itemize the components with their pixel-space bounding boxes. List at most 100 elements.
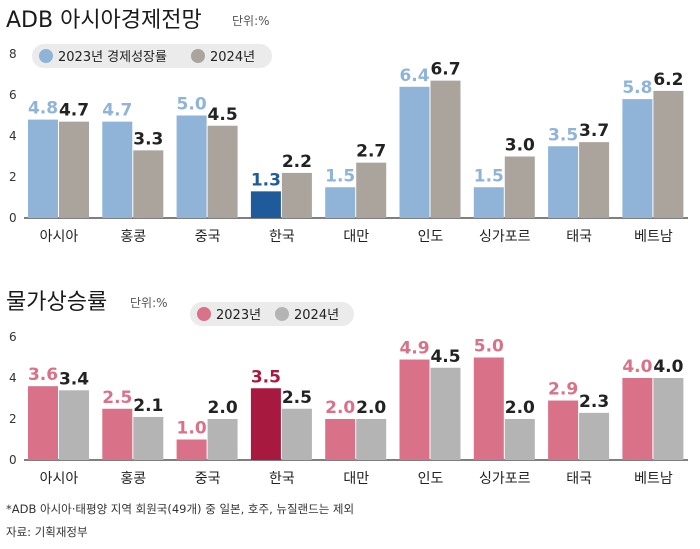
- chart2-value-label: 4.9: [399, 339, 429, 359]
- chart2-title: 물가상승률: [6, 290, 107, 315]
- chart1-value-label: 2.7: [356, 142, 386, 162]
- chart2-bar: [579, 412, 610, 460]
- chart2-value-label: 3.5: [251, 367, 281, 387]
- chart1-bar: [250, 191, 281, 218]
- chart1-legend-label-2024: 2024년: [210, 50, 255, 65]
- chart2-bar: [430, 367, 461, 460]
- chart1-value-label: 4.7: [59, 101, 89, 121]
- chart1-ytick-label: 4: [9, 129, 17, 143]
- chart1-bar: [207, 125, 238, 218]
- chart2-value-label: 4.0: [653, 357, 683, 377]
- chart1-category-label: 태국: [566, 229, 592, 245]
- chart2-category-label: 베트남: [634, 471, 673, 487]
- chart1-ytick-label: 0: [9, 211, 17, 225]
- chart1-bar: [325, 187, 356, 218]
- chart2-bar: [473, 357, 504, 460]
- chart2-bar: [207, 419, 238, 460]
- chart2-value-label: 3.4: [59, 369, 89, 389]
- chart1-bar: [176, 115, 207, 218]
- chart1-ytick-label: 8: [9, 47, 17, 61]
- chart1-value-label: 5.8: [622, 78, 652, 98]
- chart2-bar: [325, 419, 356, 460]
- chart2-bar: [28, 386, 58, 460]
- chart1-category-label: 중국: [195, 229, 221, 245]
- chart1-bar: [59, 121, 89, 218]
- chart2-value-label: 2.3: [579, 392, 609, 412]
- chart1-legend-label-2023: 2023년 경제성장률: [58, 50, 167, 65]
- chart1-category-label: 베트남: [634, 229, 673, 245]
- chart2-legend-label-2023: 2023년: [216, 308, 261, 323]
- chart1-bar: [653, 90, 684, 218]
- chart1-category-label: 대만: [343, 229, 369, 245]
- chart2-category-label: 대만: [343, 471, 369, 487]
- chart2-value-label: 2.1: [133, 396, 163, 416]
- chart2-ytick-label: 0: [9, 453, 17, 467]
- chart2-ytick-label: 2: [9, 412, 17, 426]
- chart1-legend-box: [32, 44, 272, 68]
- chart2-bar: [176, 439, 207, 460]
- chart1-ytick-label: 6: [9, 88, 17, 102]
- chart2-bar: [59, 390, 89, 460]
- chart2-value-label: 2.0: [208, 398, 238, 418]
- chart2-value-label: 4.5: [430, 347, 460, 367]
- chart1-bar: [548, 146, 579, 218]
- chart1-bar: [399, 86, 430, 218]
- chart2-legend-swatch-2024: [275, 307, 289, 321]
- chart2-bar: [548, 400, 579, 460]
- chart2-value-label: 2.5: [282, 388, 312, 408]
- footnote-source: 자료: 기획재정부: [6, 525, 88, 539]
- chart1-value-label: 1.3: [251, 170, 281, 190]
- chart2-category-label: 중국: [195, 471, 221, 487]
- chart2-ytick-label: 4: [9, 371, 17, 385]
- chart2-category-label: 태국: [566, 471, 592, 487]
- chart2-ytick-label: 6: [9, 330, 17, 344]
- chart1-category-label: 인도: [418, 229, 444, 245]
- chart1-category-label: 홍콩: [120, 229, 146, 245]
- chart1-bar: [622, 99, 653, 218]
- chart1-value-label: 5.0: [177, 95, 207, 115]
- chart1-bar: [473, 187, 504, 218]
- chart2-category-label: 인도: [418, 471, 444, 487]
- chart1-value-label: 6.7: [430, 60, 460, 80]
- chart2-category-label: 아시아: [40, 471, 79, 487]
- chart1-value-label: 1.5: [325, 166, 355, 186]
- footnote-exclusion: *ADB 아시아·태평양 지역 회원국(49개) 중 일본, 호주, 뉴질랜드는…: [6, 502, 354, 516]
- chart1-value-label: 1.5: [474, 166, 504, 186]
- chart2-bar: [504, 419, 535, 460]
- chart2-value-label: 1.0: [177, 419, 207, 439]
- chart2-bar: [102, 408, 133, 460]
- chart2-category-label: 싱가포르: [479, 471, 531, 487]
- chart2-category-label: 한국: [269, 471, 295, 487]
- chart1-title: ADB 아시아경제전망: [6, 8, 202, 33]
- chart1-value-label: 3.5: [548, 125, 578, 145]
- chart2-bar: [250, 388, 281, 460]
- chart2-bar: [399, 359, 430, 460]
- chart1-bar: [356, 162, 387, 218]
- chart1-bar: [281, 172, 312, 218]
- chart1-value-label: 3.7: [579, 121, 609, 141]
- chart2-category-label: 홍콩: [120, 471, 146, 487]
- chart2-value-label: 2.0: [325, 398, 355, 418]
- chart1-legend-swatch-2023: [39, 49, 53, 63]
- chart1-value-label: 6.4: [399, 66, 429, 86]
- chart2-bar: [133, 416, 164, 460]
- chart1-category-label: 아시아: [40, 229, 79, 245]
- chart1-value-label: 6.2: [653, 70, 683, 90]
- chart2-value-label: 2.5: [102, 388, 132, 408]
- chart1-value-label: 4.7: [102, 101, 132, 121]
- chart1-category-label: 한국: [269, 229, 295, 245]
- chart1-value-label: 3.0: [505, 136, 535, 156]
- chart1-value-label: 2.2: [282, 152, 312, 172]
- chart2-bar: [622, 378, 653, 460]
- chart2-value-label: 2.9: [548, 380, 578, 400]
- chart1-category-label: 싱가포르: [479, 229, 531, 245]
- chart1-legend-swatch-2024: [191, 49, 205, 63]
- chart1-bar: [133, 150, 164, 218]
- chart1-value-label: 4.8: [28, 99, 58, 119]
- chart1-bar: [504, 156, 535, 218]
- chart2-legend-box: [190, 302, 354, 326]
- chart2-legend-swatch-2023: [197, 307, 211, 321]
- chart1-bar: [28, 119, 58, 218]
